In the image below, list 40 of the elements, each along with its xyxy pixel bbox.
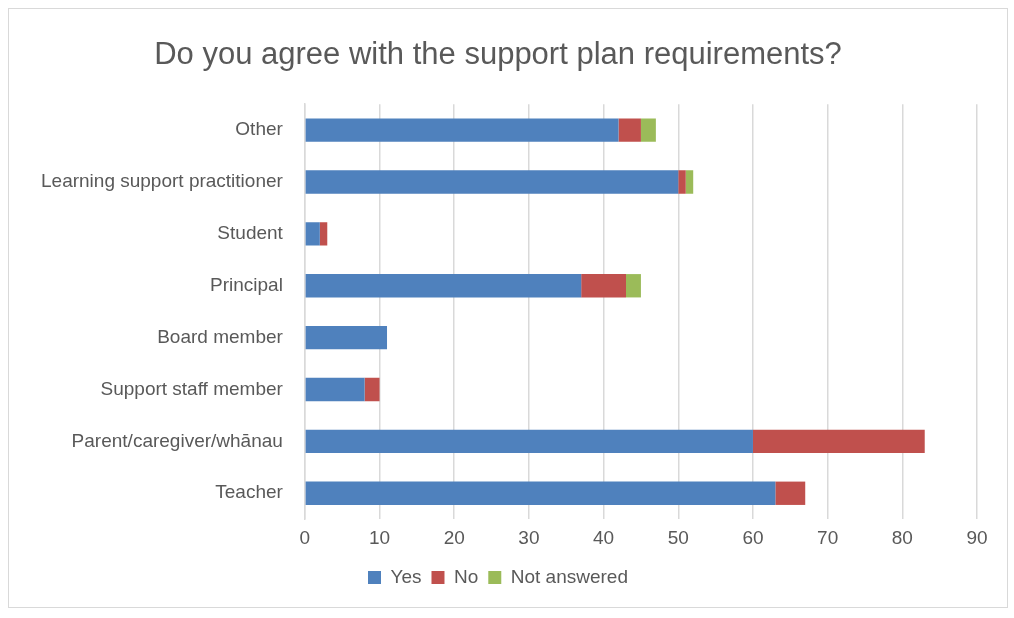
y-tick-label: Support staff member xyxy=(100,377,284,399)
y-tick-label: Student xyxy=(217,222,284,244)
y-tick-label: Principal xyxy=(209,274,283,295)
y-tick-label: Teacher xyxy=(215,481,284,503)
bar xyxy=(618,118,641,142)
x-tick-label: 50 xyxy=(667,526,689,548)
bar xyxy=(685,170,694,194)
bar xyxy=(305,222,320,246)
x-tick-label: 0 xyxy=(299,526,311,548)
bar xyxy=(775,481,806,505)
legend-label: No xyxy=(453,565,479,587)
bar xyxy=(319,222,328,246)
chart-title: Do you agree with the support plan requirements? xyxy=(154,36,842,72)
x-tick-label: 90 xyxy=(966,526,988,548)
bar xyxy=(305,274,582,298)
bar xyxy=(305,170,679,194)
bar xyxy=(364,377,380,402)
y-tick-label: Other xyxy=(235,118,284,140)
y-tick-label: Learning support practitioner xyxy=(40,170,284,192)
x-tick-label: 10 xyxy=(368,526,391,548)
x-tick-label: 80 xyxy=(891,526,913,548)
bar xyxy=(305,481,776,505)
x-tick-label: 20 xyxy=(443,526,465,548)
y-tick-label: Parent/caregiver/whānau xyxy=(71,429,283,451)
x-tick-label: 70 xyxy=(817,526,839,548)
bar xyxy=(752,429,925,454)
x-tick-label: 60 xyxy=(742,526,764,548)
bar xyxy=(626,274,641,298)
y-tick-label: Board member xyxy=(157,325,284,347)
x-tick-label: 30 xyxy=(518,526,540,548)
legend-label: Not answered xyxy=(510,565,629,587)
bar xyxy=(678,170,686,194)
bar xyxy=(305,377,365,402)
bar xyxy=(581,274,626,298)
legend-label: Yes xyxy=(390,565,422,587)
bar xyxy=(640,118,656,142)
bar xyxy=(305,118,619,142)
bar xyxy=(305,429,753,454)
bar xyxy=(305,325,388,350)
x-tick-label: 40 xyxy=(593,526,615,548)
